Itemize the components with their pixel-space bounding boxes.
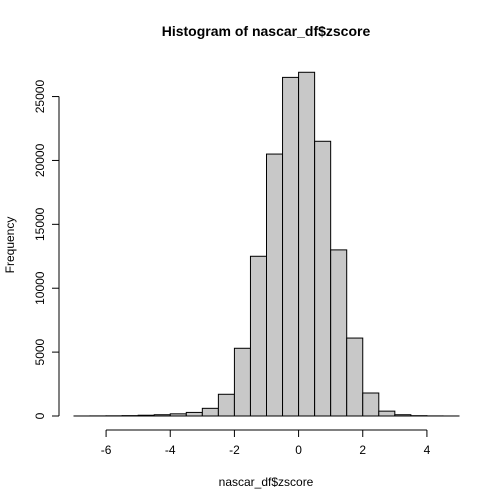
y-tick-label: 15000 (33, 207, 47, 241)
histogram-bar (217, 393, 235, 417)
histogram-bar (137, 414, 155, 417)
histogram-bar (362, 392, 380, 417)
x-tick-label: 0 (295, 443, 302, 457)
y-tick-label: 0 (33, 412, 47, 419)
histogram-bar (282, 76, 300, 417)
histogram-bar (169, 413, 187, 417)
chart-title: Histogram of nascar_df$zscore (162, 23, 371, 39)
y-tick-label: 10000 (33, 271, 47, 305)
y-axis: 0 5000 10000 15000 20000 25000 (33, 80, 60, 419)
histogram-bar (249, 255, 268, 417)
histogram-bar (346, 337, 364, 417)
histogram-bar (153, 414, 171, 417)
histogram-bar (298, 71, 316, 417)
histogram-bar (201, 407, 219, 417)
x-tick-label: -6 (101, 443, 112, 457)
x-tick-label: -2 (229, 443, 240, 457)
histogram-bar (330, 249, 348, 417)
histogram-bar (185, 411, 203, 417)
y-tick-label: 20000 (33, 143, 47, 177)
y-tick-label: 5000 (33, 338, 47, 365)
y-tick-label: 25000 (33, 80, 47, 114)
bars-group (73, 71, 460, 417)
x-tick-label: 2 (359, 443, 366, 457)
histogram-bar (378, 410, 396, 417)
y-axis-label: Frequency (3, 217, 17, 274)
x-axis: -6 -4 -2 0 2 4 (101, 429, 431, 457)
histogram-bar (266, 153, 284, 417)
x-axis-label: nascar_df$zscore (219, 475, 314, 489)
histogram-bar (233, 347, 251, 417)
x-tick-label: -4 (165, 443, 176, 457)
x-tick-label: 4 (424, 443, 431, 457)
histogram-bar (314, 140, 332, 417)
histogram-bar (394, 414, 412, 417)
